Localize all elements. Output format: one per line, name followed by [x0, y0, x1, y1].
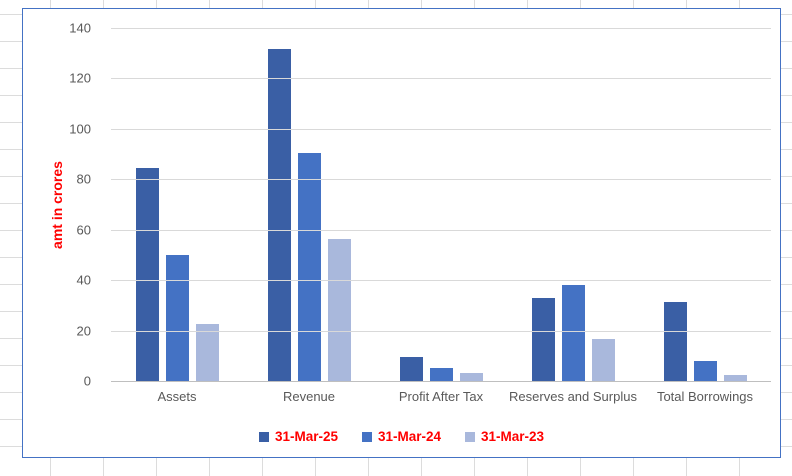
bar-31-Mar-25[interactable] [267, 49, 291, 381]
bar-31-Mar-25[interactable] [531, 297, 555, 381]
bar-group: Assets [111, 28, 243, 404]
y-gridline [111, 128, 771, 130]
bar-31-Mar-25[interactable] [399, 357, 423, 381]
category-label: Assets [157, 389, 197, 404]
y-tick-label: 100 [69, 121, 91, 137]
legend-swatch-icon [361, 431, 372, 442]
bar-group: Revenue [243, 28, 375, 404]
bar-groups: Assets Revenue Profit After Tax Reserves an… [111, 28, 771, 404]
y-tick-label: 60 [76, 222, 91, 238]
legend-item[interactable]: 31-Mar-25 [258, 429, 338, 444]
legend-swatch-icon [465, 431, 476, 442]
plot-area: Assets Revenue Profit After Tax Reserves an… [111, 28, 771, 404]
bar-31-Mar-25[interactable] [135, 167, 159, 381]
bar-31-Mar-23[interactable] [195, 324, 219, 381]
category-label: Revenue [282, 389, 336, 404]
y-tick-label: 40 [76, 272, 91, 288]
y-tick-label: 80 [76, 171, 91, 187]
bar-group: Reserves and Surplus [507, 28, 639, 404]
bar-31-Mar-24[interactable] [693, 360, 717, 381]
legend-item[interactable]: 31-Mar-24 [361, 429, 442, 444]
category-label: Reserves and Surplus [509, 389, 637, 404]
bar-31-Mar-24[interactable] [297, 152, 321, 381]
bar-group: Profit After Tax [375, 28, 507, 404]
y-gridline [111, 330, 771, 332]
y-tick-label: 120 [69, 70, 91, 86]
y-gridline [111, 280, 771, 282]
bar-group: Total Borrowings [639, 28, 771, 404]
bar-31-Mar-23[interactable] [327, 238, 351, 381]
bar-31-Mar-24[interactable] [429, 368, 453, 381]
legend-label: 31-Mar-24 [377, 429, 442, 444]
y-axis: 0 20 40 60 80 100 120 140 [23, 21, 101, 389]
y-gridline [111, 28, 771, 29]
y-tick-label: 140 [69, 20, 91, 36]
x-axis-line [111, 381, 771, 382]
y-tick-label: 0 [83, 373, 91, 389]
y-gridline [111, 229, 771, 231]
legend-label: 31-Mar-25 [274, 429, 338, 444]
bar-31-Mar-24[interactable] [165, 254, 189, 381]
bar-31-Mar-23[interactable] [591, 339, 615, 381]
legend: 31-Mar-25 31-Mar-24 31-Mar-23 [23, 429, 780, 444]
y-gridline [111, 78, 771, 80]
category-label: Total Borrowings [656, 389, 754, 404]
bar-31-Mar-23[interactable] [459, 373, 483, 381]
y-tick-label: 20 [76, 323, 91, 339]
legend-swatch-icon [258, 431, 269, 442]
bar-31-Mar-25[interactable] [663, 301, 687, 381]
legend-item[interactable]: 31-Mar-23 [465, 429, 544, 444]
bar-31-Mar-23[interactable] [723, 374, 747, 381]
chart-object[interactable]: amt in crores 0 20 40 60 80 100 120 140 Assets R… [22, 8, 781, 458]
category-label: Profit After Tax [398, 389, 484, 404]
y-gridline [111, 179, 771, 181]
bar-31-Mar-24[interactable] [561, 285, 585, 381]
legend-label: 31-Mar-23 [481, 429, 545, 444]
